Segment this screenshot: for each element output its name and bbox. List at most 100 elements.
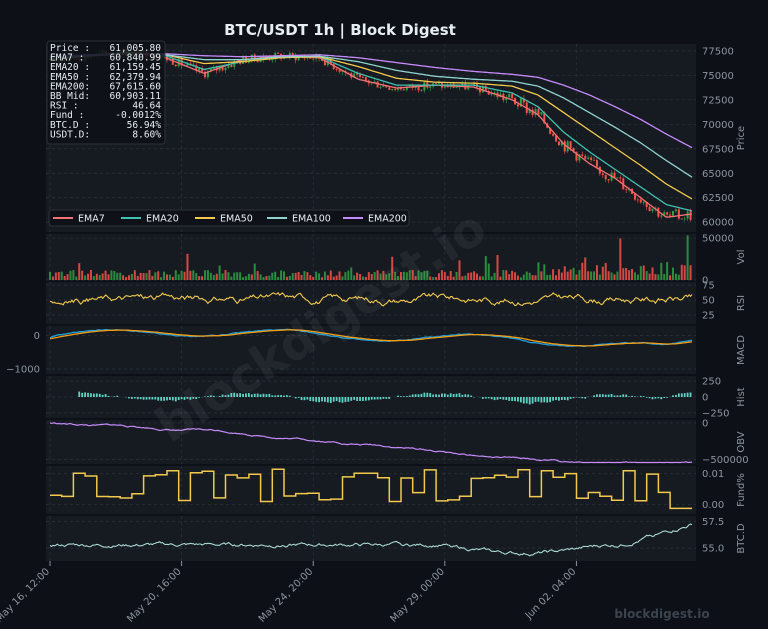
candle-body (581, 154, 584, 156)
hist-bar (511, 397, 514, 401)
candle-body (540, 112, 543, 115)
volume-bar (674, 273, 677, 280)
candle-body (218, 66, 221, 71)
volume-bar (122, 275, 125, 280)
ytick-fund-1: 0.00 (702, 500, 724, 511)
hist-bar (555, 397, 557, 401)
volume-bar (481, 276, 484, 280)
hist-bar (347, 397, 350, 402)
btcd-line (49, 523, 693, 557)
candle-body (590, 157, 593, 160)
volume-bar (625, 268, 628, 280)
hist-bar (294, 397, 297, 399)
volume-bar (192, 270, 195, 280)
hist-bar (464, 394, 467, 397)
hist-bar (563, 397, 566, 400)
volume-bar (148, 270, 151, 280)
candle-body (575, 151, 578, 161)
volume-bar (619, 238, 622, 280)
volume-bar (373, 271, 376, 280)
volume-bar (528, 272, 531, 280)
candle-body (394, 88, 397, 90)
volume-bar (663, 274, 666, 280)
panel-rsi: 25 50 75 RSI (46, 281, 747, 324)
volume-bar (455, 271, 458, 280)
candle-body (204, 71, 207, 78)
hist-bar (455, 393, 458, 397)
volume-bar (557, 269, 560, 280)
hist-bar (230, 393, 233, 397)
candle-body (680, 218, 683, 220)
hist-bar (616, 395, 619, 397)
candle-body (405, 86, 408, 91)
hist-bar (332, 397, 335, 402)
hist-bar (502, 397, 505, 400)
candle-body (250, 54, 253, 61)
hist-bar (145, 397, 148, 400)
volume-bar (628, 270, 631, 280)
ylabel-btcd: BTC.D (736, 523, 747, 554)
hist-bar (104, 394, 107, 397)
hist-bar (315, 397, 318, 402)
hist-bar (174, 397, 177, 402)
volume-bar (429, 276, 432, 280)
volume-bar (183, 271, 186, 280)
volume-bar (218, 265, 221, 280)
hist-bar (403, 396, 405, 397)
volume-bar (277, 277, 280, 280)
volume-bar (598, 274, 601, 280)
candle-body (186, 63, 189, 66)
funding-line (50, 468, 692, 510)
hist-bar (151, 397, 154, 400)
candle-body (601, 173, 604, 176)
candle-body (493, 92, 496, 94)
ytick-hist-2: −250 (702, 408, 729, 419)
hist-bar (645, 397, 648, 398)
hist-bar (321, 397, 323, 402)
volume-bar (391, 256, 394, 280)
hist-bar (297, 397, 300, 398)
candle-body (554, 135, 557, 142)
hist-bar (286, 395, 288, 397)
candle-body (657, 207, 660, 217)
hist-bar (362, 397, 364, 402)
hist-bar (133, 397, 136, 399)
volume-bar (613, 274, 616, 280)
ytick-vol-1: 50000 (702, 234, 734, 245)
hist-bar (157, 397, 160, 401)
volume-bar (268, 275, 271, 280)
info-label-7: Fund : (50, 110, 84, 121)
hist-bar (92, 393, 95, 397)
volume-bar (227, 272, 230, 280)
ytick-rsi-0: 25 (702, 311, 715, 322)
info-value-9: 8.60% (132, 129, 161, 140)
hist-bar (113, 396, 116, 397)
candle-body (516, 104, 519, 107)
hist-bar (247, 393, 250, 397)
volume-bar (593, 271, 596, 280)
hist-bar (508, 397, 511, 401)
candle-body (391, 88, 394, 90)
chart-title: BTC/USDT 1h | Block Digest (224, 21, 456, 40)
volume-bar (142, 273, 145, 280)
candle-body (271, 59, 274, 61)
volume-bar (151, 275, 154, 280)
volume-bar (587, 271, 590, 280)
ytick-obv-1: −500000 (702, 455, 749, 466)
candle-body (528, 109, 531, 113)
hist-bar (607, 394, 610, 397)
ytick-price-7: 77500 (702, 46, 734, 57)
hist-bar (239, 393, 242, 397)
hist-bar (136, 397, 139, 400)
candle-body (206, 71, 209, 78)
hist-bar (663, 397, 666, 399)
volume-bar (49, 271, 51, 280)
volume-bar (476, 273, 479, 280)
info-label-1: EMA7 : (50, 53, 84, 64)
hist-bar (435, 394, 437, 397)
volume-bar (648, 273, 651, 280)
volume-bar (239, 272, 242, 280)
ytick-price-4: 70000 (702, 120, 734, 131)
info-value-7: -0.0012% (115, 110, 161, 121)
candle-body (633, 193, 636, 200)
